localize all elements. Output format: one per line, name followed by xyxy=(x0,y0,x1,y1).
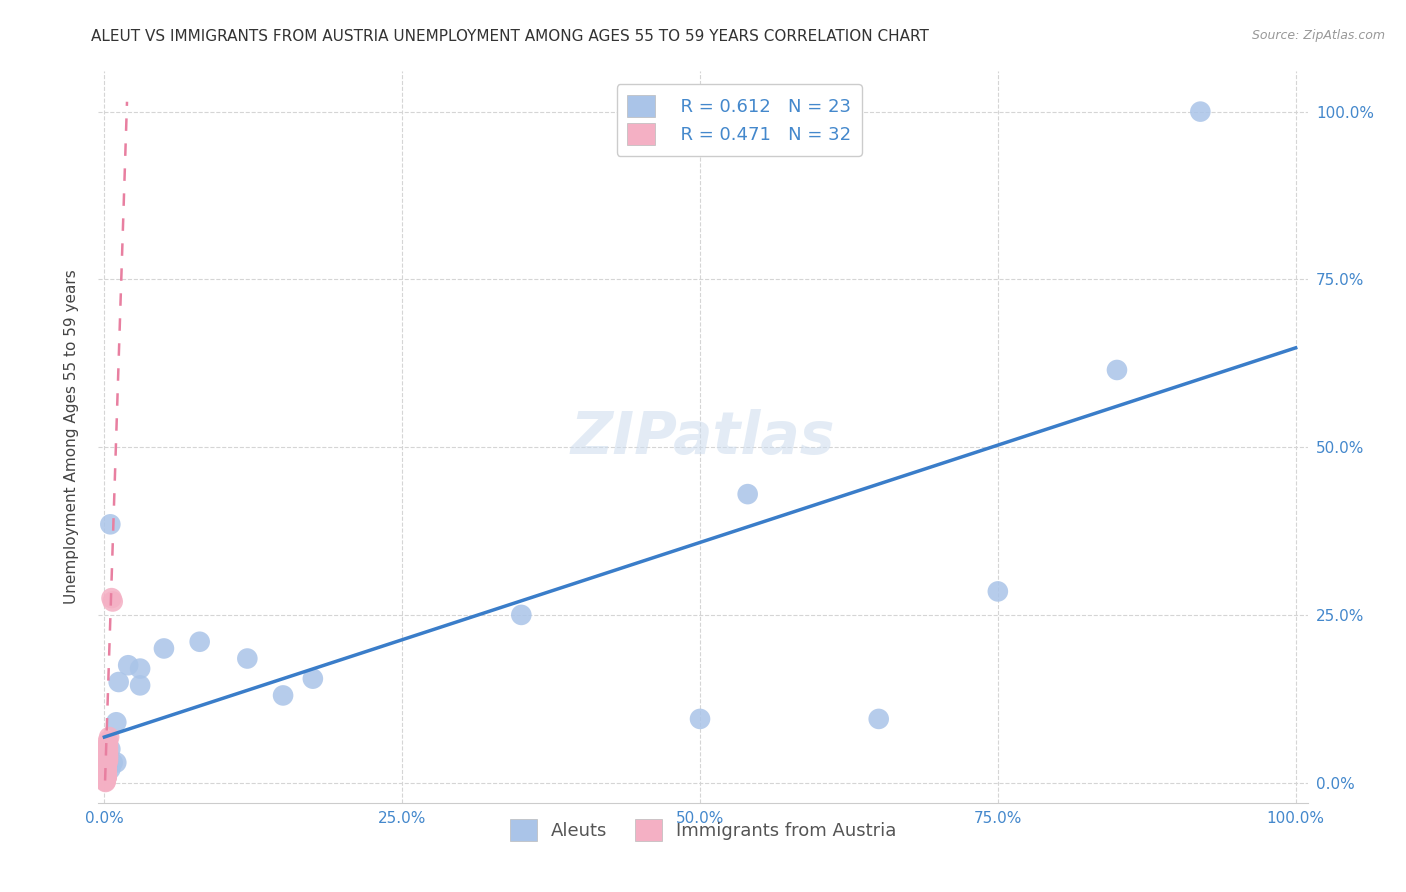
Point xyxy=(97,734,120,748)
Point xyxy=(98,742,121,756)
Point xyxy=(689,712,711,726)
Point xyxy=(96,767,118,781)
Y-axis label: Unemployment Among Ages 55 to 59 years: Unemployment Among Ages 55 to 59 years xyxy=(65,269,79,605)
Text: ALEUT VS IMMIGRANTS FROM AUSTRIA UNEMPLOYMENT AMONG AGES 55 TO 59 YEARS CORRELAT: ALEUT VS IMMIGRANTS FROM AUSTRIA UNEMPLO… xyxy=(91,29,929,44)
Point xyxy=(96,761,118,775)
Point xyxy=(868,712,890,726)
Point xyxy=(271,689,294,703)
Point xyxy=(97,737,120,751)
Point xyxy=(153,641,176,656)
Point xyxy=(101,756,124,770)
Point xyxy=(1189,104,1212,119)
Point xyxy=(94,771,117,785)
Text: Source: ZipAtlas.com: Source: ZipAtlas.com xyxy=(1251,29,1385,42)
Point xyxy=(94,775,117,789)
Point xyxy=(94,774,117,789)
Point xyxy=(98,762,121,776)
Point xyxy=(129,678,152,692)
Point xyxy=(97,745,120,759)
Point xyxy=(97,739,120,754)
Point xyxy=(98,517,121,532)
Point xyxy=(94,772,117,786)
Point xyxy=(188,634,211,648)
Point xyxy=(987,584,1010,599)
Point xyxy=(98,730,121,744)
Point xyxy=(737,487,759,501)
Point xyxy=(96,764,118,779)
Legend: Aleuts, Immigrants from Austria: Aleuts, Immigrants from Austria xyxy=(502,812,904,848)
Point xyxy=(101,594,124,608)
Point xyxy=(107,675,129,690)
Point xyxy=(97,750,120,764)
Point xyxy=(117,658,139,673)
Point xyxy=(97,742,120,756)
Point xyxy=(96,764,118,778)
Point xyxy=(97,756,120,770)
Point xyxy=(97,754,120,768)
Text: ZIPatlas: ZIPatlas xyxy=(571,409,835,466)
Point xyxy=(129,662,152,676)
Point xyxy=(105,715,128,730)
Point xyxy=(96,759,118,773)
Point xyxy=(96,769,118,783)
Point xyxy=(96,766,118,780)
Point xyxy=(97,748,120,763)
Point xyxy=(236,651,259,665)
Point xyxy=(97,752,120,766)
Point xyxy=(96,770,118,784)
Point xyxy=(94,772,117,787)
Point xyxy=(302,672,325,686)
Point xyxy=(1105,363,1128,377)
Point xyxy=(96,756,118,770)
Point xyxy=(96,756,118,771)
Point xyxy=(105,756,128,770)
Point xyxy=(94,772,117,787)
Point xyxy=(97,747,120,761)
Point xyxy=(510,607,533,622)
Point xyxy=(94,773,117,788)
Point xyxy=(100,591,122,606)
Point xyxy=(96,770,118,784)
Point xyxy=(96,762,118,776)
